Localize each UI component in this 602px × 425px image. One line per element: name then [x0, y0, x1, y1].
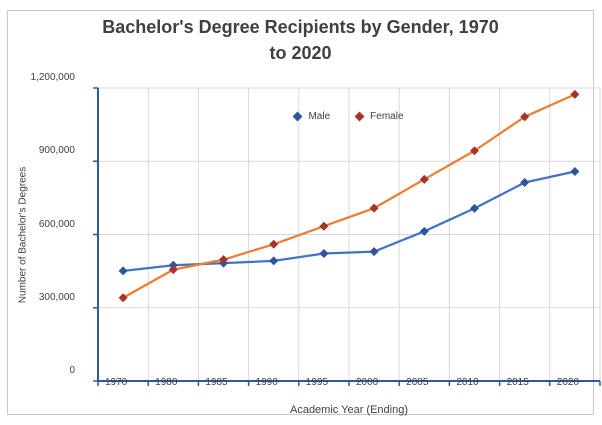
male-marker-2005 — [419, 226, 429, 236]
chart-title: Bachelor's Degree Recipients by Gender, … — [8, 14, 593, 66]
female-marker-1995 — [319, 221, 329, 231]
x-tick-label: 1985 — [205, 377, 228, 388]
legend: Male Female — [98, 111, 600, 122]
female-line — [122, 93, 576, 299]
chart-title-line2: to 2020 — [269, 43, 332, 63]
legend-item-female[interactable]: Female — [354, 111, 404, 122]
male-marker-2020 — [570, 167, 580, 177]
x-tick-label: 1970 — [104, 377, 128, 388]
x-tick-label: 2015 — [506, 377, 529, 388]
female-marker-2010 — [470, 146, 479, 156]
x-tick-label: 2020 — [556, 377, 580, 388]
male-marker-1970 — [118, 266, 128, 276]
y-tick-label: 1,200,000 — [30, 72, 76, 83]
chart-frame: Bachelor's Degree Recipients by Gender, … — [7, 10, 601, 416]
female-marker-1985 — [219, 255, 228, 265]
legend-label-female: Female — [370, 111, 404, 122]
male-marker-2015 — [520, 177, 530, 187]
x-axis-title: Academic Year (Ending) — [289, 404, 408, 416]
y-tick-label: 900,000 — [38, 145, 75, 157]
male-marker-2000 — [369, 247, 379, 257]
female-marker-1990 — [269, 239, 279, 249]
male-marker-2010 — [470, 203, 479, 213]
series-female — [118, 89, 580, 303]
y-axis-title: Number of Bachelor's Degrees — [17, 166, 29, 304]
y-tick-label: 0 — [69, 365, 75, 376]
female-diamond-icon — [354, 111, 365, 122]
x-tick-label: 2000 — [355, 377, 379, 388]
x-tick-label: 1990 — [255, 377, 278, 388]
x-tick-label: 2010 — [456, 377, 479, 388]
plot-area — [93, 87, 601, 386]
male-diamond-icon — [293, 111, 303, 122]
y-tick-label: 600,000 — [38, 218, 75, 230]
y-tick-label: 300,000 — [38, 291, 75, 303]
female-marker-2000 — [369, 203, 379, 213]
legend-item-male[interactable]: Male — [293, 111, 331, 122]
male-marker-1990 — [269, 256, 279, 266]
legend-label-male: Male — [308, 111, 331, 122]
female-marker-2020 — [570, 89, 580, 99]
male-marker-1995 — [319, 249, 329, 259]
x-tick-label: 1980 — [155, 377, 178, 388]
gridlines — [98, 87, 601, 381]
female-marker-2015 — [520, 112, 530, 122]
axes — [93, 87, 601, 386]
x-tick-label: 1995 — [305, 377, 329, 388]
x-tick-label: 2005 — [406, 377, 429, 388]
chart-title-line1: Bachelor's Degree Recipients by Gender, … — [102, 17, 499, 37]
female-marker-2005 — [419, 174, 429, 184]
female-marker-1970 — [118, 293, 128, 303]
female-marker-1980 — [168, 265, 178, 275]
